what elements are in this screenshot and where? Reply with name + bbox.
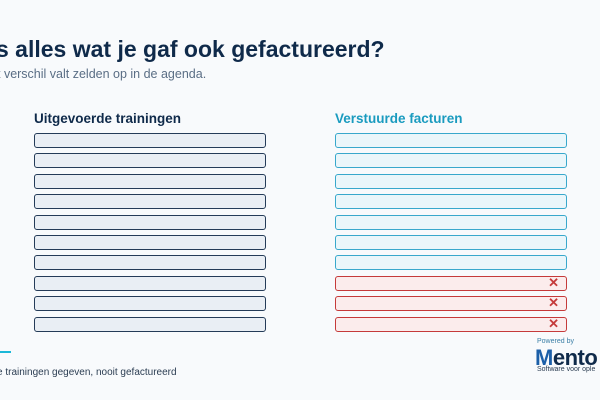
close-icon: ✕: [548, 315, 559, 331]
training-row: [34, 275, 266, 291]
page-subtitle: t verschil valt zelden op in de agenda.: [0, 67, 207, 81]
invoice-row-missing: ✕: [335, 295, 567, 312]
close-icon: ✕: [548, 295, 559, 311]
brand-rest: ento: [552, 345, 598, 370]
brand-m: M: [535, 345, 553, 370]
invoices-list: ✕ ✕ ✕: [335, 133, 567, 337]
invoice-row: [335, 173, 567, 189]
invoice-row: [335, 234, 567, 250]
training-row: [34, 234, 266, 250]
accent-line: [0, 351, 11, 353]
training-row: [34, 133, 266, 148]
column-title-invoices: Verstuurde facturen: [335, 111, 463, 126]
invoice-row: [335, 153, 567, 169]
invoice-row: [335, 255, 567, 271]
close-icon: ✕: [548, 274, 559, 290]
invoice-row: [335, 214, 567, 230]
invoice-row-missing: ✕: [335, 315, 567, 332]
training-row: [34, 316, 266, 332]
training-row: [34, 296, 266, 312]
trainings-list: [34, 133, 266, 337]
powered-by-label: Powered by: [537, 338, 574, 345]
invoice-row: [335, 133, 567, 148]
invoice-row: [335, 194, 567, 210]
footnote: e trainingen gegeven, nooit gefactureerd: [0, 367, 177, 378]
column-title-trainings: Uitgevoerde trainingen: [34, 111, 182, 126]
invoice-row-missing: ✕: [335, 274, 567, 291]
training-row: [34, 214, 266, 230]
training-row: [34, 173, 266, 189]
page-title: s alles wat je gaf ook gefactureerd?: [0, 36, 385, 62]
training-row: [34, 194, 266, 210]
training-row: [34, 153, 266, 169]
training-row: [34, 255, 266, 271]
mentor-logo: Powered by Mento Software voor ople: [535, 338, 600, 378]
brand-name: Mento: [535, 345, 598, 371]
brand-tagline: Software voor ople: [537, 366, 596, 373]
